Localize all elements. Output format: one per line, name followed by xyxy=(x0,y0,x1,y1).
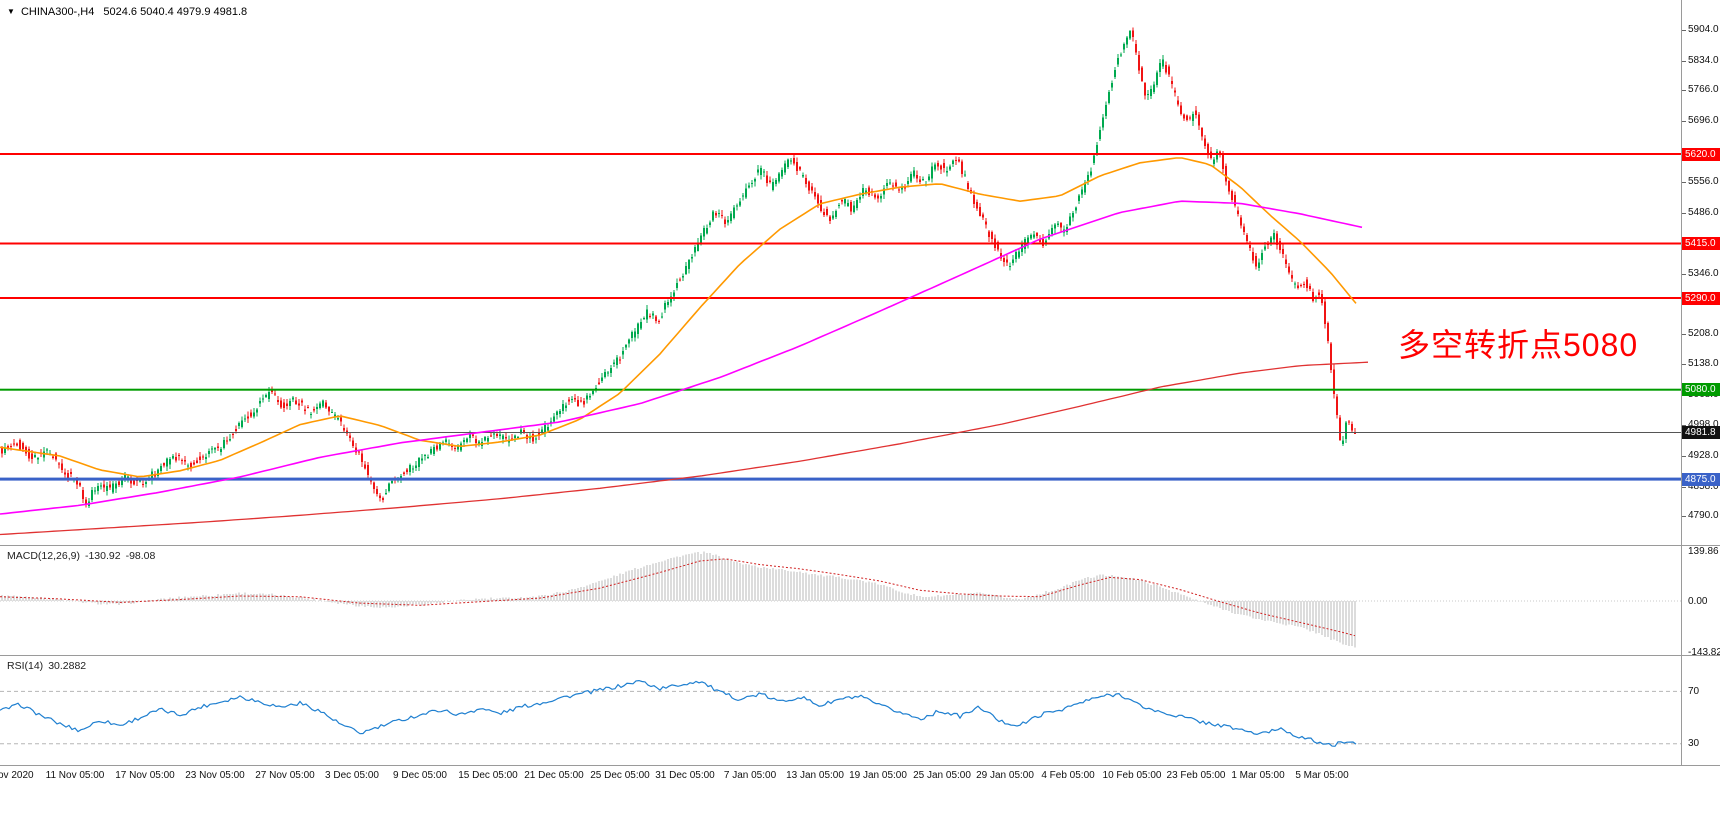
price-axis-tick xyxy=(1682,516,1686,517)
price-axis-label: 4928.0 xyxy=(1688,450,1719,461)
price-axis-tick xyxy=(1682,121,1686,122)
price-axis-label: 5346.0 xyxy=(1688,268,1719,279)
time-axis-label: 3 Dec 05:00 xyxy=(325,770,379,781)
price-level-line-4875.0[interactable] xyxy=(0,477,1681,481)
time-axis-label: 10 Feb 05:00 xyxy=(1102,770,1162,781)
price-level-badge-5620.0[interactable]: 5620.0 xyxy=(1682,148,1720,161)
price-axis-label: 5696.0 xyxy=(1688,115,1719,126)
time-axis-label: 27 Nov 05:00 xyxy=(255,770,315,781)
time-axis-label: 29 Jan 05:00 xyxy=(976,770,1034,781)
macd-main-value: -130.92 xyxy=(84,550,121,562)
symbol-title: CHINA300-,H4 xyxy=(20,6,95,18)
price-axis-label: 5208.0 xyxy=(1688,328,1719,339)
price-axis-label: 5556.0 xyxy=(1688,176,1719,187)
rsi-label: RSI(14) 30.2882 xyxy=(7,660,91,672)
price-level-badge-5080.0[interactable]: 5080.0 xyxy=(1682,383,1720,396)
time-axis[interactable]: 5 Nov 2020 11 Nov 05:00 17 Nov 05:00 23 Nov… xyxy=(0,766,1720,786)
price-axis-label: 4790.0 xyxy=(1688,510,1719,521)
symbol-info-bar: ▼ CHINA300-,H4 5024.6 5040.4 4979.9 4981… xyxy=(7,6,247,18)
price-level-line-5415.0[interactable] xyxy=(0,242,1681,245)
time-axis-label: 21 Dec 05:00 xyxy=(524,770,584,781)
price-axis-tick xyxy=(1682,334,1686,335)
price-axis-tick xyxy=(1682,456,1686,457)
macd-axis-label: 0.00 xyxy=(1688,596,1708,607)
macd-signal-line xyxy=(0,558,1356,637)
price-axis-tick xyxy=(1682,182,1686,183)
time-axis-label: 11 Nov 05:00 xyxy=(45,770,105,781)
price-axis-tick xyxy=(1682,364,1686,365)
macd-label: MACD(12,26,9) -130.92 -98.08 xyxy=(7,550,160,562)
time-axis-label: 1 Mar 05:00 xyxy=(1231,770,1285,781)
price-axis-tick xyxy=(1682,30,1686,31)
price-axis-label: 5138.0 xyxy=(1688,358,1719,369)
price-level-badge-5290.0[interactable]: 5290.0 xyxy=(1682,292,1720,305)
symbol-dropdown-icon[interactable]: ▼ xyxy=(7,7,15,16)
time-axis-label: 17 Nov 05:00 xyxy=(115,770,175,781)
price-axis-tick xyxy=(1682,61,1686,62)
rsi-indicator-panel[interactable] xyxy=(0,656,1681,766)
panel-separator[interactable] xyxy=(0,545,1720,546)
price-level-badge-4875.0[interactable]: 4875.0 xyxy=(1682,473,1720,486)
rsi-axis-label: 30 xyxy=(1688,738,1700,749)
price-level-line-5080.0[interactable] xyxy=(0,388,1681,391)
symbol-ohlc-values: 5024.6 5040.4 4979.9 4981.8 xyxy=(103,6,248,18)
price-axis-tick xyxy=(1682,487,1686,488)
price-axis[interactable]: 5904.0 5834.0 5766.0 5696.0 5556.0 5486.0 5346… xyxy=(1681,0,1720,766)
time-axis-label: 23 Nov 05:00 xyxy=(185,770,245,781)
current-price-badge: 4981.8 xyxy=(1682,426,1720,439)
time-axis-label: 5 Nov 2020 xyxy=(0,770,34,781)
time-axis-label: 4 Feb 05:00 xyxy=(1041,770,1095,781)
time-axis-label: 15 Dec 05:00 xyxy=(458,770,518,781)
rsi-name: RSI(14) xyxy=(7,660,44,672)
rsi-line xyxy=(0,679,1357,747)
ma-fast-orange[interactable] xyxy=(0,157,1357,478)
time-axis-label: 9 Dec 05:00 xyxy=(393,770,447,781)
time-axis-label: 25 Dec 05:00 xyxy=(590,770,650,781)
price-axis-tick xyxy=(1682,425,1686,426)
macd-axis-label: 139.86 xyxy=(1688,546,1719,557)
time-axis-label: 5 Mar 05:00 xyxy=(1295,770,1349,781)
time-axis-label: 25 Jan 05:00 xyxy=(913,770,971,781)
time-axis-label: 31 Dec 05:00 xyxy=(655,770,715,781)
time-axis-label: 23 Feb 05:00 xyxy=(1166,770,1226,781)
macd-name: MACD(12,26,9) xyxy=(7,550,80,562)
macd-histogram xyxy=(1,551,1356,648)
time-axis-label: 13 Jan 05:00 xyxy=(786,770,844,781)
time-axis-label: 7 Jan 05:00 xyxy=(723,770,777,781)
candles-layer xyxy=(1,27,1357,509)
price-axis-label: 5486.0 xyxy=(1688,207,1719,218)
price-axis-label: 4998.0 xyxy=(1688,419,1719,430)
ma-mid-magenta[interactable] xyxy=(0,200,1363,515)
price-level-line-5290.0[interactable] xyxy=(0,297,1681,299)
price-axis-label: 5904.0 xyxy=(1688,24,1719,35)
macd-indicator-panel[interactable] xyxy=(0,546,1681,656)
time-axis-label: 19 Jan 05:00 xyxy=(849,770,907,781)
price-axis-tick xyxy=(1682,213,1686,214)
panel-separator[interactable] xyxy=(0,655,1720,656)
price-axis-label: 4858.0 xyxy=(1688,481,1719,492)
price-level-line-5620.0[interactable] xyxy=(0,153,1681,155)
rsi-value: 30.2882 xyxy=(48,660,87,672)
panel-separator xyxy=(0,765,1720,766)
macd-axis-label: -143.82 xyxy=(1688,647,1720,658)
price-axis-tick xyxy=(1682,90,1686,91)
price-level-badge-5415.0[interactable]: 5415.0 xyxy=(1682,237,1720,250)
price-axis-tick xyxy=(1682,274,1686,275)
price-axis-label: 5834.0 xyxy=(1688,55,1719,66)
price-axis-label: 5766.0 xyxy=(1688,84,1719,95)
ma-slow-red[interactable] xyxy=(0,361,1369,536)
chart-annotation-text: 多空转折点5080 xyxy=(1398,327,1639,363)
main-price-chart[interactable] xyxy=(0,0,1681,545)
macd-signal-value: -98.08 xyxy=(125,550,156,562)
rsi-axis-label: 70 xyxy=(1688,686,1700,697)
